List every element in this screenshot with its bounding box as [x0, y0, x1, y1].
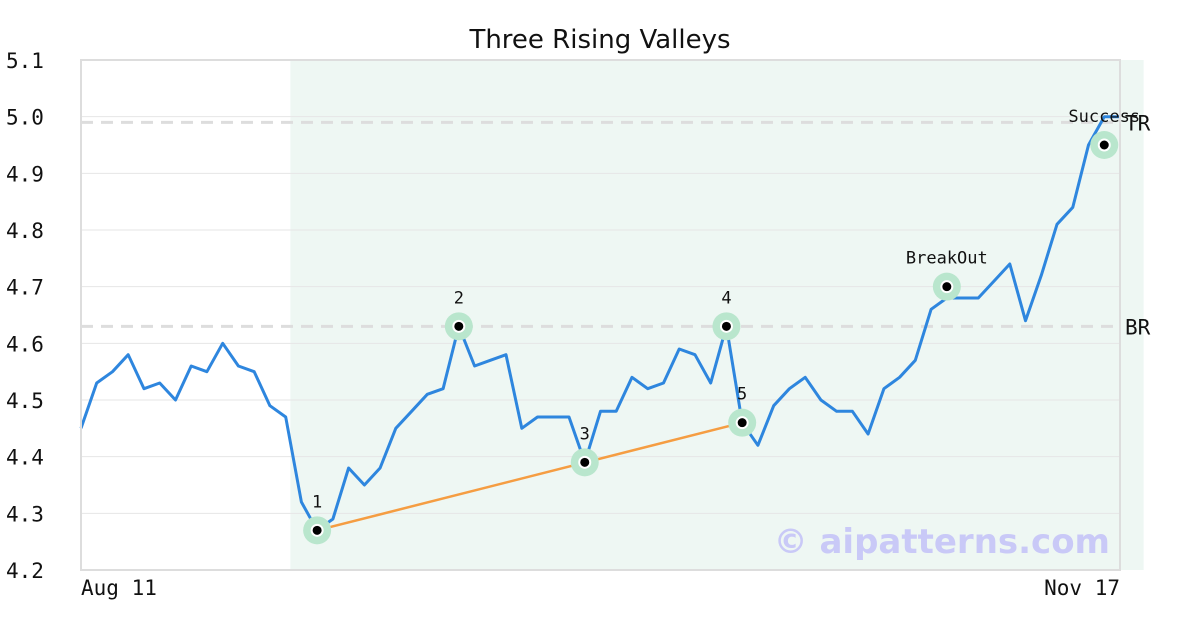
y-tick-label: 4.5 — [6, 389, 44, 413]
plot-frame — [80, 59, 1121, 571]
marker-dot-5 — [735, 416, 749, 430]
y-tick-label: 5.0 — [6, 106, 44, 130]
reference-label-br: BR — [1125, 315, 1151, 339]
marker-dot-4 — [719, 319, 733, 333]
valley-trendline — [316, 421, 743, 532]
annotation-label-1: 1 — [312, 492, 322, 512]
watermark: © aipatterns.com — [774, 522, 1110, 562]
marker-dot-success — [1097, 138, 1111, 152]
x-tick-label: Nov 17 — [1044, 576, 1120, 600]
x-tick-label: Aug 11 — [81, 576, 157, 600]
marker-dot-3 — [578, 455, 592, 469]
y-tick-label: 4.9 — [6, 162, 44, 186]
y-tick-label: 4.6 — [6, 332, 44, 356]
y-tick-label: 4.2 — [6, 559, 44, 583]
marker-dot-breakout — [940, 280, 954, 294]
marker-dot-2 — [452, 319, 466, 333]
pattern-markers: 1 2 3 4 5 BreakOut Success — [303, 107, 1140, 545]
y-tick-label: 4.3 — [6, 502, 44, 526]
y-tick-label: 4.8 — [6, 219, 44, 243]
marker-dot-1 — [310, 523, 324, 537]
y-tick-label: 4.7 — [6, 276, 44, 300]
annotation-label-3: 3 — [580, 424, 590, 444]
chart-title: Three Rising Valleys — [468, 25, 730, 55]
reference-label-tr: TR — [1125, 111, 1151, 135]
x-axis-ticks: Aug 11 Nov 17 — [81, 576, 1120, 600]
annotation-label-success: Success — [1068, 107, 1140, 127]
y-tick-label: 4.4 — [6, 446, 44, 470]
annotation-label-5: 5 — [737, 385, 747, 405]
pattern-highlight-band — [290, 60, 1144, 570]
y-tick-label: 5.1 — [6, 49, 44, 73]
annotation-label-4: 4 — [721, 288, 731, 308]
annotation-label-breakout: BreakOut — [906, 249, 988, 269]
annotation-label-2: 2 — [454, 288, 464, 308]
reference-lines: TR BR — [81, 111, 1151, 339]
y-axis-ticks: 4.2 4.3 4.4 4.5 4.6 4.7 4.8 4.9 5.0 5.1 — [6, 49, 44, 583]
